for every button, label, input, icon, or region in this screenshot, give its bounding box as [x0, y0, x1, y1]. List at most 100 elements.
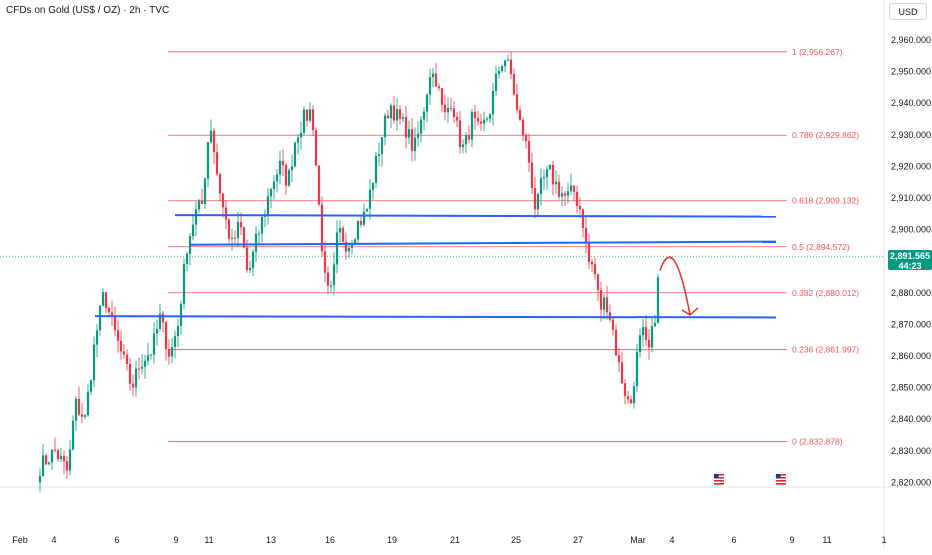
- time-tick-label: 19: [387, 535, 397, 545]
- candle-body: [221, 193, 225, 208]
- candle-body: [470, 111, 474, 140]
- time-tick-label: 4: [669, 535, 674, 545]
- candle-body: [425, 94, 429, 112]
- candle-body: [410, 129, 414, 151]
- candle-body: [509, 59, 513, 75]
- candle-body: [512, 74, 516, 95]
- fib-level-label: 0.5 (2,894.572): [792, 242, 850, 252]
- candle-body: [497, 70, 501, 74]
- candle-body: [653, 322, 657, 327]
- time-tick-label: 13: [266, 535, 276, 545]
- price-tick-label: 2,880.000: [891, 288, 931, 298]
- candle-body: [209, 130, 213, 143]
- candle-body: [617, 355, 621, 363]
- candle-body: [473, 111, 477, 119]
- candle-body: [173, 336, 177, 347]
- candle-body: [650, 326, 654, 348]
- candle-body: [152, 333, 156, 355]
- candle-body: [353, 239, 357, 245]
- candle-body: [167, 349, 171, 357]
- candle-body: [104, 292, 108, 308]
- candle-body: [392, 105, 396, 121]
- candle-body: [44, 455, 48, 465]
- candle-body: [593, 264, 597, 275]
- candle-body: [323, 251, 327, 273]
- price-tick-label: 2,930.000: [891, 130, 931, 140]
- candle-body: [47, 462, 51, 465]
- candle-body: [476, 118, 480, 122]
- candle-body: [620, 362, 624, 384]
- candle-body: [458, 120, 462, 148]
- candle-body: [143, 360, 147, 367]
- candle-body: [131, 383, 135, 388]
- arrowhead: [681, 307, 699, 316]
- candle-body: [578, 205, 582, 210]
- price-tick-label: 2,960.000: [891, 35, 931, 45]
- candle-body: [386, 115, 390, 119]
- candle-body: [296, 137, 300, 143]
- candle-body: [452, 108, 456, 117]
- candle-body: [485, 118, 489, 120]
- candle-body: [116, 330, 120, 341]
- candle-body: [119, 340, 123, 352]
- candle-body: [515, 94, 519, 110]
- candle-body: [533, 187, 537, 210]
- price-tick-label: 2,910.000: [891, 193, 931, 203]
- candle-body: [290, 166, 294, 171]
- candle-body: [560, 193, 564, 197]
- candle-body: [110, 312, 114, 317]
- candle-body: [575, 192, 579, 206]
- candle-body: [317, 165, 321, 205]
- candle-body: [362, 211, 366, 225]
- candle-body: [638, 335, 642, 352]
- time-tick-label: 21: [450, 535, 460, 545]
- candle-body: [56, 450, 60, 460]
- price-tick-label: 2,840.000: [891, 414, 931, 424]
- candle-body: [344, 241, 348, 252]
- candle-body: [245, 247, 249, 270]
- candle-body: [602, 297, 606, 310]
- candle-body: [137, 368, 141, 370]
- candle-body: [155, 328, 159, 334]
- candle-body: [464, 135, 468, 145]
- candle-body: [635, 351, 639, 387]
- candle-body: [641, 327, 645, 336]
- support-resistance-level: [174, 214, 777, 218]
- support-resistance-level: [94, 315, 777, 319]
- candle-body: [302, 109, 306, 133]
- candle-body: [149, 354, 153, 356]
- currency-button[interactable]: USD: [889, 3, 927, 20]
- candle-body: [605, 297, 609, 313]
- candle-body: [623, 383, 627, 397]
- price-tick-label: 2,860.000: [891, 351, 931, 361]
- candle-body: [341, 227, 345, 242]
- candle-body: [491, 90, 495, 115]
- candle-body: [278, 160, 282, 175]
- candle-body: [272, 181, 276, 189]
- candle-body: [479, 121, 483, 124]
- candle-body: [326, 272, 330, 286]
- candle-body: [395, 109, 399, 121]
- candle-body: [461, 144, 465, 148]
- current-price-value: 2,891.565: [889, 251, 931, 261]
- candle-body: [236, 221, 240, 238]
- time-tick-label: 4: [51, 535, 56, 545]
- candle-body: [416, 133, 420, 138]
- candle-body: [488, 114, 492, 119]
- candle-body: [80, 414, 84, 417]
- candle-body: [383, 115, 387, 138]
- candle-body: [65, 461, 69, 471]
- candle-body: [188, 236, 192, 254]
- time-tick-label: 11: [822, 535, 831, 545]
- candle-body: [407, 129, 411, 138]
- candle-body: [563, 193, 567, 196]
- candle-body: [431, 73, 435, 78]
- candle-body: [41, 455, 45, 477]
- candle-body: [95, 330, 99, 345]
- candle-body: [548, 164, 552, 170]
- candle-body: [170, 346, 174, 357]
- candle-body: [257, 233, 261, 235]
- candle-body: [92, 344, 96, 381]
